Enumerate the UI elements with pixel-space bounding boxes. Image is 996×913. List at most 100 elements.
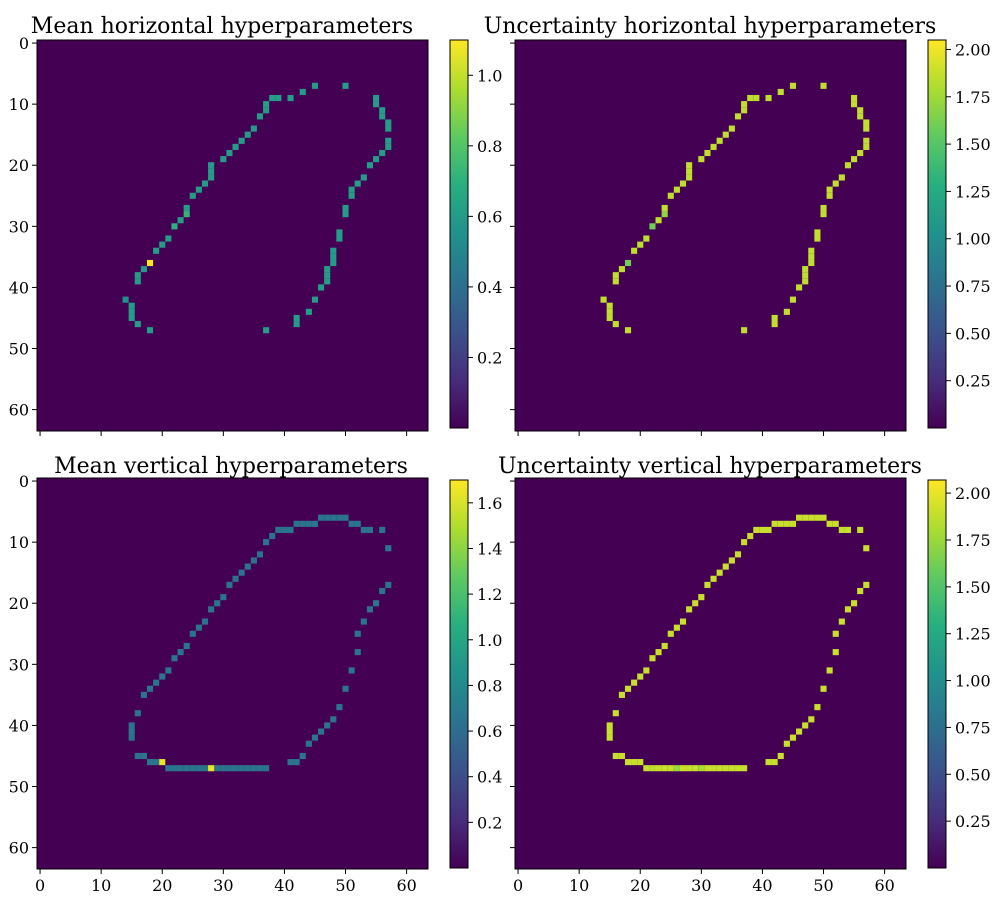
heatmap-cell xyxy=(826,186,833,193)
heatmap-cell xyxy=(324,272,331,279)
heatmap-cell xyxy=(336,235,343,242)
heatmap-cell xyxy=(269,94,276,102)
heatmap-cell xyxy=(796,728,803,735)
heatmap-cell xyxy=(734,765,742,772)
colorbar-tick-label: 1.4 xyxy=(477,539,502,558)
heatmap-cell xyxy=(287,526,294,533)
heatmap-cell xyxy=(189,192,196,199)
heatmap-cell xyxy=(728,125,735,132)
heatmap-cell xyxy=(851,101,858,108)
heatmap-cell xyxy=(342,514,349,521)
heatmap-cell xyxy=(789,296,797,303)
heatmap-cell xyxy=(606,302,613,309)
heatmap-cell xyxy=(342,82,349,89)
heatmap-cell xyxy=(808,259,815,267)
heatmap-cell xyxy=(661,204,668,212)
heatmap-cell xyxy=(342,685,349,692)
heatmap-cell xyxy=(802,722,809,729)
colorbar-tick-label: 1.00 xyxy=(955,672,991,691)
heatmap-cell xyxy=(214,600,221,607)
heatmap-cell xyxy=(330,247,337,254)
heatmap-cell xyxy=(177,649,184,656)
y-tick-label: 30 xyxy=(9,217,29,236)
heatmap-cell xyxy=(348,520,355,527)
heatmap-cell xyxy=(159,241,166,248)
heatmap-cell xyxy=(379,587,386,595)
heatmap-cell xyxy=(171,655,178,662)
heatmap-cell xyxy=(643,765,650,772)
heatmap-cell xyxy=(385,125,392,132)
heatmap-cell xyxy=(851,156,858,163)
colorbar-tick-label: 1.2 xyxy=(477,585,502,604)
heatmap-cell xyxy=(159,759,166,766)
colorbar-tick-label: 0.6 xyxy=(477,207,502,226)
heatmap-cell xyxy=(140,752,147,760)
heatmap-cell xyxy=(360,526,367,533)
colorbar-tick-label: 0.75 xyxy=(955,277,991,296)
heatmap-cell xyxy=(208,168,215,175)
heatmap-cell xyxy=(336,704,343,711)
colorbar-tick-label: 0.50 xyxy=(955,765,991,784)
heatmap-cell xyxy=(232,143,239,150)
heatmap-cell xyxy=(348,186,355,193)
heatmap-cell xyxy=(857,107,864,114)
heatmap-cell xyxy=(232,575,239,582)
heatmap-cell xyxy=(661,211,668,218)
colorbar-tick-label: 1.6 xyxy=(477,494,502,513)
heatmap-cell xyxy=(128,722,135,729)
heatmap-cell xyxy=(832,630,839,637)
y-tick-label: 40 xyxy=(9,278,29,297)
heatmap-cell xyxy=(679,180,687,187)
heatmap-cell xyxy=(686,168,693,175)
heatmap-cell xyxy=(232,765,239,772)
heatmap-cell xyxy=(275,94,282,102)
heatmap-cell xyxy=(612,321,619,328)
heatmap-cell xyxy=(722,765,729,772)
y-tick-label: 0 xyxy=(19,472,29,491)
colorbar-tick-label: 1.50 xyxy=(955,135,991,154)
heatmap-cell xyxy=(631,247,638,254)
heatmap-cell xyxy=(287,759,294,766)
heatmap-cell xyxy=(256,765,264,772)
axes-frame xyxy=(36,477,429,870)
heatmap-cell xyxy=(753,94,760,102)
heatmap-cell xyxy=(826,520,833,527)
heatmap-cell xyxy=(826,667,833,674)
heatmap-panel-3: Mean vertical hyperparameters 0 10 20 30 40 50… xyxy=(9,454,503,895)
heatmap-cell xyxy=(171,223,178,230)
heatmap-cell xyxy=(704,765,711,772)
heatmap-cell xyxy=(673,186,680,193)
heatmap-cell xyxy=(134,321,141,328)
colorbar-tick-label: 0.8 xyxy=(477,676,502,695)
heatmap-cell xyxy=(128,302,135,309)
chart-title: Uncertainty vertical hyperparameters xyxy=(498,454,922,479)
heatmap-cell xyxy=(146,759,154,766)
colorbar-tick-label: 0.4 xyxy=(477,768,502,787)
heatmap-cell xyxy=(771,321,778,328)
heatmap-cell xyxy=(256,551,264,558)
heatmap-cell xyxy=(637,673,644,680)
heatmap-cell xyxy=(655,217,662,224)
heatmap-cell xyxy=(379,113,386,120)
heatmap-cell xyxy=(153,759,160,766)
heatmap-cell xyxy=(857,149,864,157)
heatmap-cell xyxy=(710,575,717,582)
heatmap-cell xyxy=(177,217,184,224)
heatmap-cell xyxy=(624,259,632,267)
heatmap-cell xyxy=(153,679,160,686)
heatmap-cell xyxy=(299,520,306,527)
heatmap-cell xyxy=(238,569,245,576)
heatmap-cell xyxy=(263,539,270,546)
heatmap-panel-2: Uncertainty horizontal hyperparameters 0.… xyxy=(484,14,991,436)
heatmap-cell xyxy=(612,278,619,285)
heatmap-cell xyxy=(618,691,625,698)
heatmap-cell xyxy=(863,119,870,126)
heatmap-cell xyxy=(324,266,331,273)
heatmap-cell xyxy=(698,156,705,163)
heatmap-cell xyxy=(600,296,607,303)
colorbar-tick-label: 0.2 xyxy=(477,348,502,367)
heatmap-cell xyxy=(734,551,742,558)
heatmap-cell xyxy=(318,284,325,291)
